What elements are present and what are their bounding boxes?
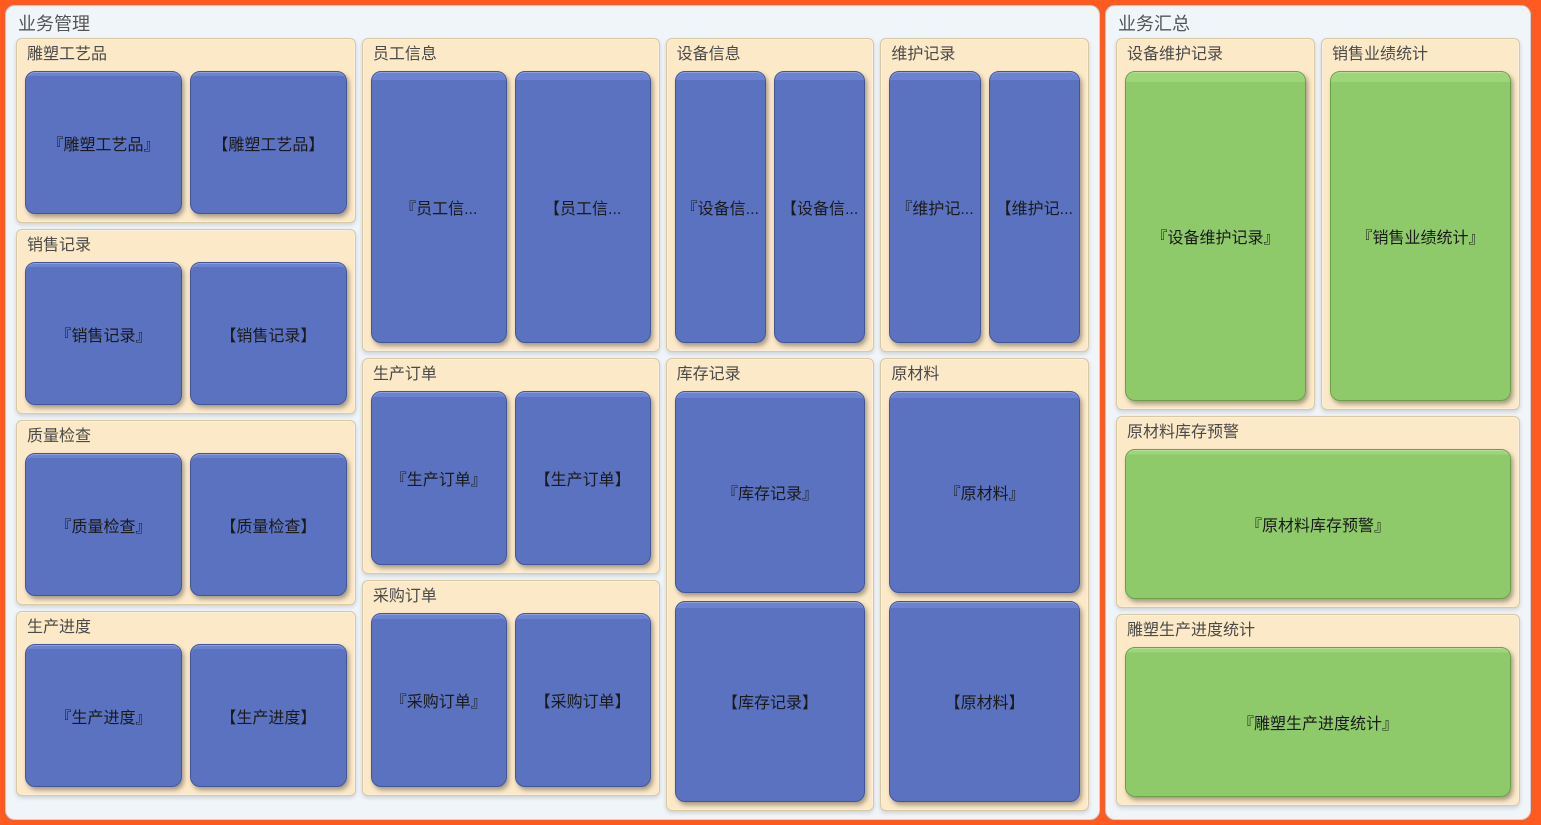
group-title: 原材料库存预警 — [1125, 421, 1511, 449]
group-production-progress: 生产进度 『生产进度』 【生产进度】 — [16, 611, 356, 796]
card-equipment-list[interactable]: 【设备信... — [774, 71, 865, 343]
group-material-stock-alert: 原材料库存预警 『原材料库存预警』 — [1116, 416, 1520, 608]
group-sculpture-progress-stats: 雕塑生产进度统计 『雕塑生产进度统计』 — [1116, 614, 1520, 806]
group-title: 雕塑生产进度统计 — [1125, 619, 1511, 647]
card-material-form[interactable]: 『原材料』 — [889, 391, 1080, 593]
card-quality-list[interactable]: 【质量检查】 — [190, 453, 347, 596]
left-col-1: 雕塑工艺品 『雕塑工艺品』 【雕塑工艺品】 销售记录 『销售记录』 【销售记录】… — [16, 38, 356, 811]
group-employee-info: 员工信息 『员工信... 【员工信... — [362, 38, 660, 352]
card-material-stock-alert[interactable]: 『原材料库存预警』 — [1125, 449, 1511, 599]
business-management-panel: 业务管理 雕塑工艺品 『雕塑工艺品』 【雕塑工艺品】 销售记录 『销售记录』 【… — [5, 5, 1100, 820]
left-col-4: 维护记录 『维护记... 【维护记... 原材料 『原材料』 【原材料】 — [880, 38, 1089, 811]
group-title: 销售业绩统计 — [1330, 43, 1511, 71]
card-sales-perf-summary[interactable]: 『销售业绩统计』 — [1330, 71, 1511, 401]
group-title: 采购订单 — [371, 585, 651, 613]
panel-title: 业务管理 — [16, 10, 1089, 38]
card-equip-maint-summary[interactable]: 『设备维护记录』 — [1125, 71, 1306, 401]
group-sales-perf-summary: 销售业绩统计 『销售业绩统计』 — [1321, 38, 1520, 410]
card-progress-list[interactable]: 【生产进度】 — [190, 644, 347, 787]
group-sales-record: 销售记录 『销售记录』 【销售记录】 — [16, 229, 356, 414]
card-prod-order-list[interactable]: 【生产订单】 — [515, 391, 651, 565]
group-inventory-record: 库存记录 『库存记录』 【库存记录】 — [666, 358, 875, 811]
app-root: 业务管理 雕塑工艺品 『雕塑工艺品』 【雕塑工艺品】 销售记录 『销售记录』 【… — [0, 0, 1541, 825]
card-material-list[interactable]: 【原材料】 — [889, 601, 1080, 803]
group-purchase-order: 采购订单 『采购订单』 【采购订单】 — [362, 580, 660, 796]
card-sculpture-list[interactable]: 【雕塑工艺品】 — [190, 71, 347, 214]
group-title: 库存记录 — [675, 363, 866, 391]
left-columns: 雕塑工艺品 『雕塑工艺品』 【雕塑工艺品】 销售记录 『销售记录』 【销售记录】… — [16, 38, 1089, 811]
card-employee-list[interactable]: 【员工信... — [515, 71, 651, 343]
group-sculpture: 雕塑工艺品 『雕塑工艺品』 【雕塑工艺品】 — [16, 38, 356, 223]
card-quality-form[interactable]: 『质量检查』 — [25, 453, 182, 596]
card-employee-form[interactable]: 『员工信... — [371, 71, 507, 343]
card-inventory-list[interactable]: 【库存记录】 — [675, 601, 866, 803]
group-production-order: 生产订单 『生产订单』 【生产订单】 — [362, 358, 660, 574]
group-raw-material: 原材料 『原材料』 【原材料】 — [880, 358, 1089, 811]
card-purchase-form[interactable]: 『采购订单』 — [371, 613, 507, 787]
group-title: 质量检查 — [25, 425, 347, 453]
group-equipment-info: 设备信息 『设备信... 【设备信... — [666, 38, 875, 352]
group-title: 生产订单 — [371, 363, 651, 391]
summary-row-1: 设备维护记录 『设备维护记录』 销售业绩统计 『销售业绩统计』 — [1116, 38, 1520, 410]
card-sales-list[interactable]: 【销售记录】 — [190, 262, 347, 405]
card-sculpture-form[interactable]: 『雕塑工艺品』 — [25, 71, 182, 214]
panel-title: 业务汇总 — [1116, 10, 1520, 38]
group-quality-check: 质量检查 『质量检查』 【质量检查】 — [16, 420, 356, 605]
group-title: 员工信息 — [371, 43, 651, 71]
group-title: 维护记录 — [889, 43, 1080, 71]
business-summary-panel: 业务汇总 设备维护记录 『设备维护记录』 销售业绩统计 『销售业绩统计』 原材料… — [1105, 5, 1531, 820]
group-title: 生产进度 — [25, 616, 347, 644]
card-prod-order-form[interactable]: 『生产订单』 — [371, 391, 507, 565]
group-title: 销售记录 — [25, 234, 347, 262]
group-title: 雕塑工艺品 — [25, 43, 347, 71]
group-equip-maint-summary: 设备维护记录 『设备维护记录』 — [1116, 38, 1315, 410]
group-title: 设备维护记录 — [1125, 43, 1306, 71]
card-equipment-form[interactable]: 『设备信... — [675, 71, 766, 343]
card-sales-form[interactable]: 『销售记录』 — [25, 262, 182, 405]
card-progress-form[interactable]: 『生产进度』 — [25, 644, 182, 787]
left-col-2: 员工信息 『员工信... 【员工信... 生产订单 『生产订单』 【生产订单】 … — [362, 38, 660, 811]
group-maintenance-record: 维护记录 『维护记... 【维护记... — [880, 38, 1089, 352]
card-purchase-list[interactable]: 【采购订单】 — [515, 613, 651, 787]
card-sculpture-progress-stats[interactable]: 『雕塑生产进度统计』 — [1125, 647, 1511, 797]
group-title: 设备信息 — [675, 43, 866, 71]
group-title: 原材料 — [889, 363, 1080, 391]
card-maintenance-list[interactable]: 【维护记... — [989, 71, 1080, 343]
card-inventory-form[interactable]: 『库存记录』 — [675, 391, 866, 593]
left-col-3: 设备信息 『设备信... 【设备信... 库存记录 『库存记录』 【库存记录】 — [666, 38, 875, 811]
card-maintenance-form[interactable]: 『维护记... — [889, 71, 980, 343]
